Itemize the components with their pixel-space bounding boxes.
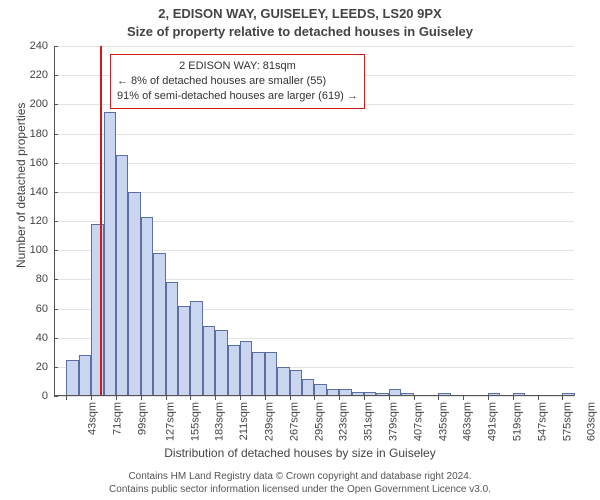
marker-line (100, 46, 102, 396)
histogram-bar (178, 306, 190, 396)
x-tick-label: 351sqm (359, 402, 375, 441)
y-tick-label: 80 (36, 273, 54, 285)
histogram-bar (141, 217, 153, 396)
x-tick-label: 323sqm (334, 402, 350, 441)
y-tick-label: 240 (30, 40, 54, 52)
y-tick-label: 0 (42, 390, 54, 402)
y-tick-label: 220 (30, 69, 54, 81)
y-tick-label: 120 (30, 215, 54, 227)
x-axis-label: Distribution of detached houses by size … (0, 446, 600, 460)
x-tick-mark (66, 396, 67, 400)
x-tick-mark (339, 396, 340, 400)
y-tick-label: 140 (30, 186, 54, 198)
y-tick-label: 160 (30, 157, 54, 169)
x-tick-mark (463, 396, 464, 400)
y-tick-label: 200 (30, 98, 54, 110)
x-tick-label: 491sqm (483, 402, 499, 441)
histogram-bar (215, 330, 227, 396)
y-tick-label: 20 (36, 361, 54, 373)
page-title-line1: 2, EDISON WAY, GUISELEY, LEEDS, LS20 9PX (0, 6, 600, 21)
x-tick-mark (562, 396, 563, 400)
y-axis-label: Number of detached properties (14, 103, 28, 268)
x-tick-mark (364, 396, 365, 400)
x-tick-label: 183sqm (210, 402, 226, 441)
x-tick-mark (438, 396, 439, 400)
gridline (54, 46, 574, 47)
histogram-bar (203, 326, 215, 396)
x-tick-label: 435sqm (433, 402, 449, 441)
y-tick-label: 60 (36, 303, 54, 315)
annotation-line2: ← 8% of detached houses are smaller (55) (117, 74, 358, 89)
histogram-bar (104, 112, 116, 396)
x-tick-label: 99sqm (133, 402, 149, 435)
footer-attribution: Contains HM Land Registry data © Crown c… (0, 470, 600, 496)
histogram-bar (302, 379, 314, 397)
x-tick-label: 519sqm (508, 402, 524, 441)
annotation-line1: 2 EDISON WAY: 81sqm (117, 59, 358, 74)
x-tick-mark (414, 396, 415, 400)
page-title-line2: Size of property relative to detached ho… (0, 24, 600, 39)
footer-line2: Contains public sector information licen… (0, 483, 600, 496)
y-tick-label: 100 (30, 244, 54, 256)
x-tick-mark (265, 396, 266, 400)
x-tick-mark (314, 396, 315, 400)
x-tick-mark (91, 396, 92, 400)
x-tick-mark (116, 396, 117, 400)
footer-line1: Contains HM Land Registry data © Crown c… (0, 470, 600, 483)
x-tick-mark (290, 396, 291, 400)
histogram-bar (240, 341, 252, 396)
histogram-bar (265, 352, 277, 396)
x-tick-mark (538, 396, 539, 400)
y-tick-label: 180 (30, 128, 54, 140)
histogram-bar (116, 155, 128, 396)
x-tick-mark (166, 396, 167, 400)
x-tick-label: 575sqm (557, 402, 573, 441)
gridline (54, 134, 574, 135)
x-tick-label: 267sqm (284, 402, 300, 441)
y-tick-label: 40 (36, 332, 54, 344)
x-tick-mark (389, 396, 390, 400)
x-axis-line (54, 395, 574, 396)
x-tick-label: 127sqm (160, 402, 176, 441)
histogram-bar (228, 345, 240, 396)
x-tick-label: 239sqm (260, 402, 276, 441)
x-tick-label: 407sqm (408, 402, 424, 441)
histogram-bar (128, 192, 140, 396)
gridline (54, 163, 574, 164)
annotation-line3: 91% of semi-detached houses are larger (… (117, 89, 358, 104)
histogram-bar (290, 370, 302, 396)
x-tick-label: 155sqm (185, 402, 201, 441)
x-tick-mark (488, 396, 489, 400)
annotation-box: 2 EDISON WAY: 81sqm ← 8% of detached hou… (110, 54, 365, 109)
x-tick-label: 603sqm (582, 402, 598, 441)
x-tick-label: 71sqm (108, 402, 124, 435)
x-tick-mark (240, 396, 241, 400)
x-tick-mark (141, 396, 142, 400)
x-tick-mark (215, 396, 216, 400)
x-tick-label: 211sqm (234, 402, 250, 440)
histogram-bar (277, 367, 289, 396)
chart-plot: 02040608010012014016018020022024043sqm71… (54, 46, 574, 396)
x-tick-label: 43sqm (83, 402, 99, 435)
histogram-bar (190, 301, 202, 396)
histogram-bar (66, 360, 78, 396)
histogram-bar (79, 355, 91, 396)
x-tick-label: 547sqm (532, 402, 548, 441)
x-tick-mark (513, 396, 514, 400)
x-tick-label: 463sqm (458, 402, 474, 441)
x-tick-mark (190, 396, 191, 400)
y-axis-line (54, 46, 55, 396)
histogram-bar (252, 352, 264, 396)
x-tick-label: 295sqm (309, 402, 325, 441)
x-tick-label: 379sqm (384, 402, 400, 441)
histogram-bar (153, 253, 165, 396)
histogram-bar (166, 282, 178, 396)
